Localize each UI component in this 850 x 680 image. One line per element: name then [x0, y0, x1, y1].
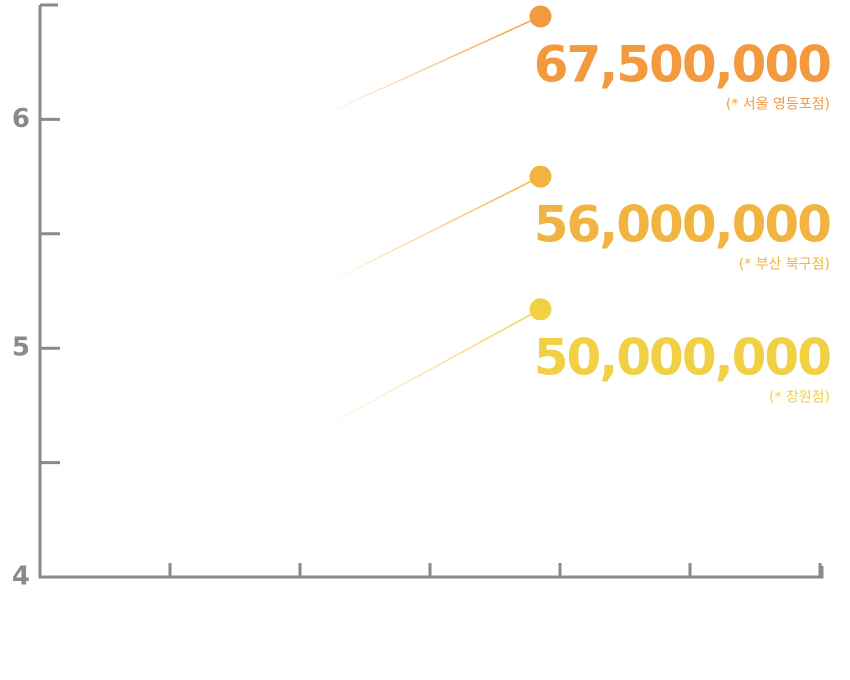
y-tick-label: 6 [12, 104, 30, 134]
y-tick-label: 4 [12, 562, 30, 592]
note-label: (* 서울 영등포점) [726, 96, 830, 112]
amount-label: 56,000,000 [534, 196, 831, 254]
point [529, 298, 552, 321]
note-label: (* 창원점) [769, 389, 830, 405]
y-tick-label: 5 [12, 333, 30, 363]
trail [320, 15, 541, 118]
trail [320, 175, 541, 288]
point [529, 165, 552, 188]
note-label: (* 부산 북구점) [739, 257, 830, 273]
trail [320, 308, 541, 430]
amount-label: 50,000,000 [534, 328, 831, 386]
point [529, 5, 552, 28]
amount-label: 67,500,000 [534, 35, 831, 93]
